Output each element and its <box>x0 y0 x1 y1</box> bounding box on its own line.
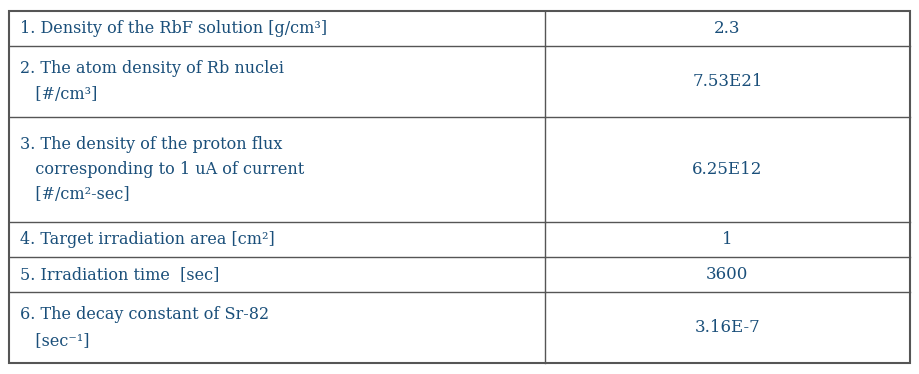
Text: [#/cm²-sec]: [#/cm²-sec] <box>20 186 130 203</box>
Text: 3.16E-7: 3.16E-7 <box>695 319 760 336</box>
Text: 6. The decay constant of Sr-82: 6. The decay constant of Sr-82 <box>20 306 269 324</box>
Text: 6.25E12: 6.25E12 <box>692 161 763 178</box>
Text: [sec⁻¹]: [sec⁻¹] <box>20 332 90 349</box>
Text: 2. The atom density of Rb nuclei: 2. The atom density of Rb nuclei <box>20 60 284 77</box>
Text: 1. Density of the RbF solution [g/cm³]: 1. Density of the RbF solution [g/cm³] <box>20 20 327 37</box>
Text: 2.3: 2.3 <box>714 20 741 37</box>
Text: 3. The density of the proton flux: 3. The density of the proton flux <box>20 136 283 153</box>
Text: 7.53E21: 7.53E21 <box>692 73 763 90</box>
Text: 3600: 3600 <box>706 266 749 283</box>
Text: 4. Target irradiation area [cm²]: 4. Target irradiation area [cm²] <box>20 231 275 248</box>
Text: 1: 1 <box>722 231 732 248</box>
Text: 5. Irradiation time  [sec]: 5. Irradiation time [sec] <box>20 266 220 283</box>
Text: [#/cm³]: [#/cm³] <box>20 86 97 103</box>
Text: corresponding to 1 uA of current: corresponding to 1 uA of current <box>20 161 304 178</box>
